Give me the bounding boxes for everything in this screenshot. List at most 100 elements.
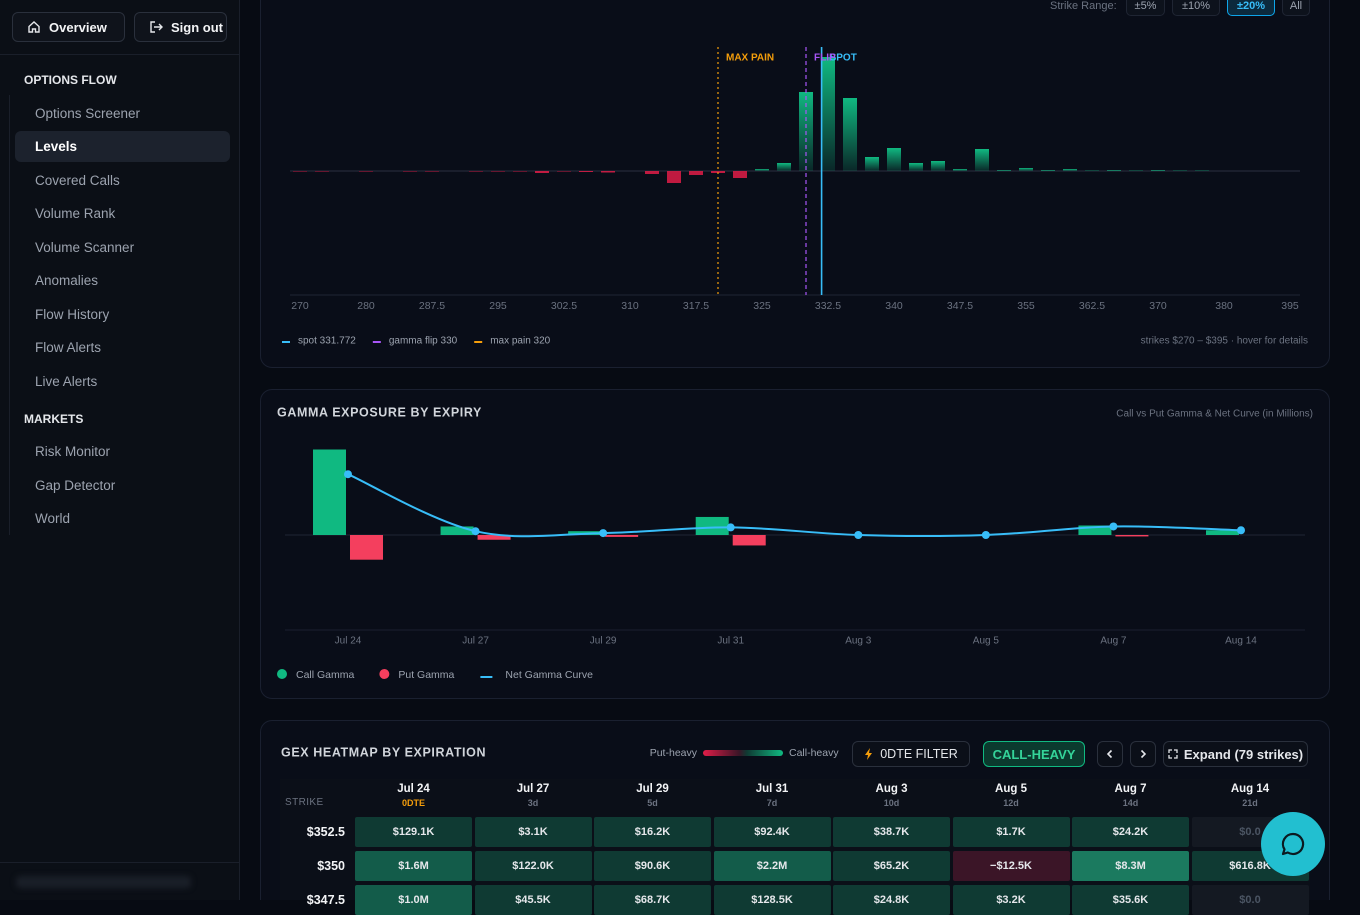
x-tick-label: Aug 14 <box>1225 636 1257 647</box>
column-date: Jul 29 <box>594 783 711 795</box>
strike-bar <box>821 57 835 171</box>
cell-label: $0.0 <box>1239 826 1260 838</box>
cell-label: $122.0K <box>512 860 554 872</box>
heat-cell[interactable]: $68.7K <box>594 885 711 915</box>
strike-bar <box>1019 168 1033 171</box>
prev-button[interactable] <box>1097 741 1123 767</box>
cell-label: $2.2M <box>757 860 788 872</box>
strike-bar <box>865 157 879 171</box>
x-tick-label: 295 <box>489 300 507 312</box>
x-tick-label: 280 <box>357 300 375 312</box>
mode-button[interactable]: CALL-HEAVY <box>983 741 1085 767</box>
strike-footnote: strikes $270 – $395 · hover for details <box>1141 336 1308 347</box>
heat-cell[interactable]: $92.4K <box>714 817 831 847</box>
heat-cell[interactable]: $16.2K <box>594 817 711 847</box>
heat-cell[interactable]: $90.6K <box>594 851 711 881</box>
heat-cell[interactable]: $129.1K <box>355 817 472 847</box>
gamma-bar <box>1115 535 1148 536</box>
x-tick-label: 270 <box>291 300 309 312</box>
x-tick-label: Jul 24 <box>335 636 362 647</box>
legend-label: gamma flip 330 <box>389 336 458 347</box>
cell-label: −$12.5K <box>990 860 1032 872</box>
strike-bar <box>1041 170 1055 171</box>
x-tick-label: 332.5 <box>815 300 841 312</box>
expiry-subtitle: Call vs Put Gamma & Net Curve (in Millio… <box>1116 409 1313 420</box>
heat-cell[interactable]: $3.2K <box>953 885 1070 915</box>
strike-bar <box>1063 169 1077 171</box>
net-gamma-curve <box>348 474 1241 536</box>
heat-cell[interactable]: $45.5K <box>475 885 592 915</box>
column-dte: 0DTE <box>355 798 472 808</box>
cell-label: $35.6K <box>1113 894 1148 906</box>
heat-cell[interactable]: $8.3M <box>1072 851 1189 881</box>
curve-point <box>727 523 735 531</box>
x-tick-label: Jul 31 <box>717 636 744 647</box>
column-dte: 12d <box>953 798 1070 808</box>
heat-cell[interactable]: $128.5K <box>714 885 831 915</box>
button-label: Expand (79 strikes) <box>1184 747 1303 762</box>
heat-cell[interactable]: −$12.5K <box>953 851 1070 881</box>
cell-label: $16.2K <box>635 826 670 838</box>
curve-point <box>1109 522 1117 530</box>
x-tick-label: Aug 5 <box>973 636 1000 647</box>
cell-label: $3.2K <box>996 894 1025 906</box>
cell-label: $38.7K <box>874 826 909 838</box>
heat-cell[interactable]: $2.2M <box>714 851 831 881</box>
heat-cell[interactable]: $1.7K <box>953 817 1070 847</box>
cell-label: $92.4K <box>754 826 789 838</box>
strike-header: STRIKE <box>285 797 324 808</box>
cell-label: $8.3M <box>1115 860 1146 872</box>
strike-bar <box>579 171 593 172</box>
cell-label: $24.8K <box>874 894 909 906</box>
strike-bar <box>1129 171 1143 172</box>
heat-cell[interactable]: $3.1K <box>475 817 592 847</box>
heat-cell[interactable]: $1.0M <box>355 885 472 915</box>
odte-filter-button[interactable]: 0DTE FILTER <box>852 741 970 767</box>
heat-cell[interactable]: $35.6K <box>1072 885 1189 915</box>
next-icon <box>1139 749 1147 759</box>
strike-bar <box>1195 171 1209 172</box>
cell-label: $1.0M <box>398 894 429 906</box>
x-tick-label: 325 <box>753 300 771 312</box>
curve-point <box>472 527 480 535</box>
cell-label: $616.8K <box>1229 860 1271 872</box>
gamma-bar <box>441 526 474 535</box>
cell-label: $3.1K <box>518 826 547 838</box>
heat-legend-bar <box>703 750 783 756</box>
column-dte: 3d <box>475 798 592 808</box>
column-date: Aug 14 <box>1192 783 1309 795</box>
chat-button[interactable] <box>1261 812 1325 876</box>
curve-point <box>344 470 352 478</box>
column-dte: 7d <box>714 798 831 808</box>
strike-bar <box>1107 170 1121 171</box>
x-tick-label: 347.5 <box>947 300 973 312</box>
strike-bar <box>403 171 417 172</box>
column-date: Jul 31 <box>714 783 831 795</box>
x-tick-label: 395 <box>1281 300 1299 312</box>
x-tick-label: 355 <box>1017 300 1035 312</box>
heat-cell[interactable]: $24.2K <box>1072 817 1189 847</box>
x-tick-label: 287.5 <box>419 300 445 312</box>
heat-cell[interactable]: $38.7K <box>833 817 950 847</box>
legend-call: Call-heavy <box>789 747 839 759</box>
next-button[interactable] <box>1130 741 1156 767</box>
strike-bar <box>953 169 967 171</box>
legend-label: spot 331.772 <box>298 336 356 347</box>
strike-bar <box>491 171 505 172</box>
heat-cell[interactable]: $1.6M <box>355 851 472 881</box>
heat-cell[interactable]: $0.0 <box>1192 885 1309 915</box>
heat-cell[interactable]: $65.2K <box>833 851 950 881</box>
column-date: Jul 27 <box>475 783 592 795</box>
x-tick-label: Aug 3 <box>845 636 872 647</box>
strike-bar <box>513 171 527 172</box>
heat-cell[interactable]: $24.8K <box>833 885 950 915</box>
x-tick-label: 302.5 <box>551 300 577 312</box>
heat-cell[interactable]: $122.0K <box>475 851 592 881</box>
bolt-icon <box>864 748 874 760</box>
column-dte: 5d <box>594 798 711 808</box>
strike-bar <box>887 148 901 171</box>
gamma-bar <box>696 517 729 535</box>
legend-swatch <box>277 669 287 679</box>
expand-button[interactable]: Expand (79 strikes) <box>1163 741 1308 767</box>
expand-icon <box>1168 749 1178 759</box>
